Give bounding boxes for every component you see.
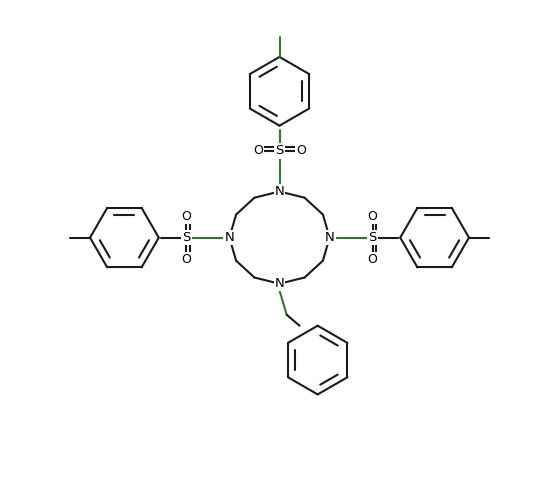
Text: O: O	[368, 210, 377, 223]
Text: O: O	[296, 144, 306, 157]
Text: N: N	[225, 231, 234, 244]
Text: S: S	[368, 231, 377, 244]
Text: O: O	[253, 144, 263, 157]
Text: O: O	[368, 252, 377, 265]
Text: S: S	[182, 231, 191, 244]
Text: N: N	[325, 231, 334, 244]
Text: S: S	[276, 144, 283, 157]
Text: O: O	[182, 210, 191, 223]
Text: N: N	[274, 185, 285, 198]
Text: O: O	[182, 252, 191, 265]
Text: N: N	[274, 277, 285, 290]
